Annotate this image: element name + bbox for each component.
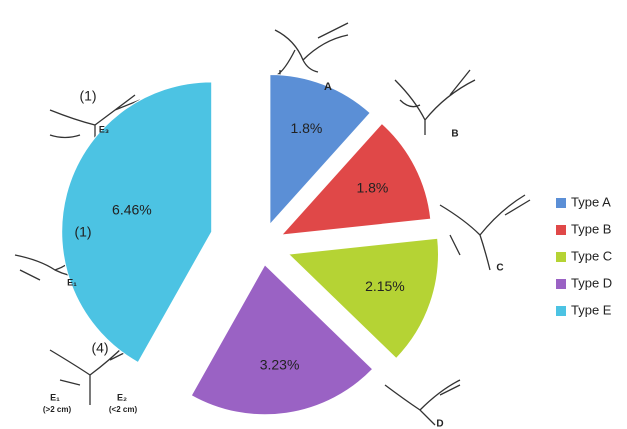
legend-swatch (556, 225, 566, 235)
drawing (49, 344, 131, 405)
drawing (394, 69, 476, 135)
annotation: B (451, 129, 458, 140)
legend-label: Type E (571, 302, 612, 317)
drawing (439, 194, 531, 271)
legend-label: Type A (571, 194, 611, 209)
legend-label: Type C (571, 248, 612, 263)
annotation: E₃ (99, 124, 109, 134)
annotation: E₁ (67, 277, 77, 287)
drawing (274, 22, 349, 90)
legend-label: Type B (571, 221, 611, 236)
legend-swatch (556, 279, 566, 289)
legend-swatch (556, 198, 566, 208)
legend-label: Type D (571, 275, 612, 290)
pie-slice (269, 73, 371, 226)
pie-slice (190, 263, 374, 416)
annotation: (<2 cm) (109, 405, 138, 414)
pie-slice (61, 81, 213, 364)
annotation: (4) (91, 340, 108, 356)
annotation: D (436, 419, 443, 429)
value-label: 6.46% (112, 202, 152, 218)
pie-slice (287, 237, 439, 360)
annotation: E₁ (50, 392, 60, 402)
legend-swatch (556, 252, 566, 262)
annotation: C (496, 263, 503, 274)
value-label: 3.23% (260, 356, 300, 372)
annotation: (1) (79, 88, 96, 104)
annotation: (>2 cm) (43, 405, 72, 414)
drawing (384, 379, 461, 426)
value-label: 1.8% (356, 179, 388, 195)
annotation: A (324, 81, 332, 93)
pie-slice (280, 122, 432, 236)
drawing (49, 94, 141, 145)
value-label: 2.15% (365, 278, 405, 294)
annotation: (1) (74, 224, 91, 240)
legend-swatch (556, 306, 566, 316)
value-label: 1.8% (290, 120, 322, 136)
annotation: E₂ (117, 392, 127, 402)
